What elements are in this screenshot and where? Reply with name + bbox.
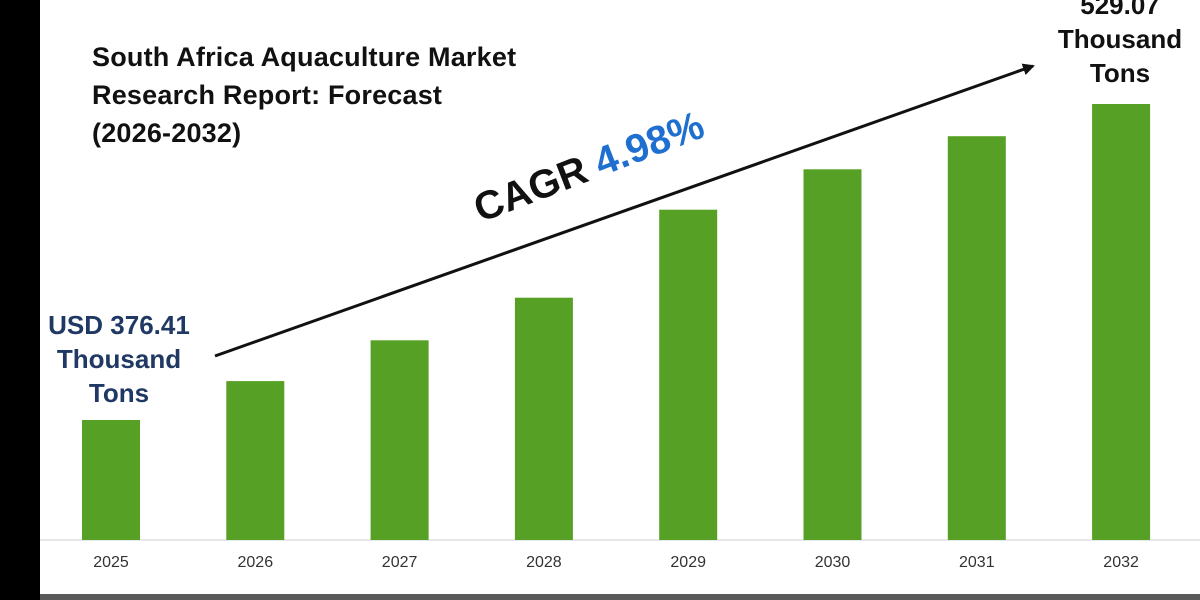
x-tick-label-2030: 2030 <box>815 554 851 571</box>
x-tick-label-2028: 2028 <box>526 554 562 571</box>
bar-2025 <box>82 420 140 540</box>
end-unit-line-1: Thousand <box>1057 24 1183 54</box>
bar-2031 <box>947 136 1006 540</box>
bar-2029 <box>659 209 718 540</box>
x-tick-label-2032: 2032 <box>1103 554 1139 571</box>
end-value: 529.07 <box>1080 0 1160 20</box>
end-value-callout: 529.07 Thousand Tons <box>1045 0 1195 90</box>
start-prefix: USD <box>48 310 104 340</box>
bottom-rule <box>40 594 1200 600</box>
x-tick-label-2026: 2026 <box>238 554 274 571</box>
x-tick-label-2025: 2025 <box>93 554 129 571</box>
bar-2030 <box>803 169 862 541</box>
chart-title-line-3: (2026-2032) <box>92 118 242 148</box>
start-value: 376.41 <box>110 310 190 340</box>
x-tick-label-2031: 2031 <box>959 554 995 571</box>
trend-arrow <box>214 63 1035 358</box>
start-unit-line-2: Tons <box>88 378 150 408</box>
bar-2027 <box>370 340 429 540</box>
chart-title-line-1: South Africa Aquaculture Market <box>92 42 517 72</box>
x-tick-label-2027: 2027 <box>382 554 418 571</box>
x-tick-label-2029: 2029 <box>670 554 706 571</box>
bar-2026 <box>226 381 285 540</box>
start-value-callout: USD 376.41 Thousand Tons <box>44 308 194 410</box>
chart-title-line-2: Research Report: Forecast <box>92 80 443 110</box>
bar-2028 <box>514 297 573 540</box>
start-unit-line-1: Thousand <box>56 344 182 374</box>
bar-2032 <box>1092 104 1151 540</box>
end-unit-line-2: Tons <box>1089 58 1151 88</box>
